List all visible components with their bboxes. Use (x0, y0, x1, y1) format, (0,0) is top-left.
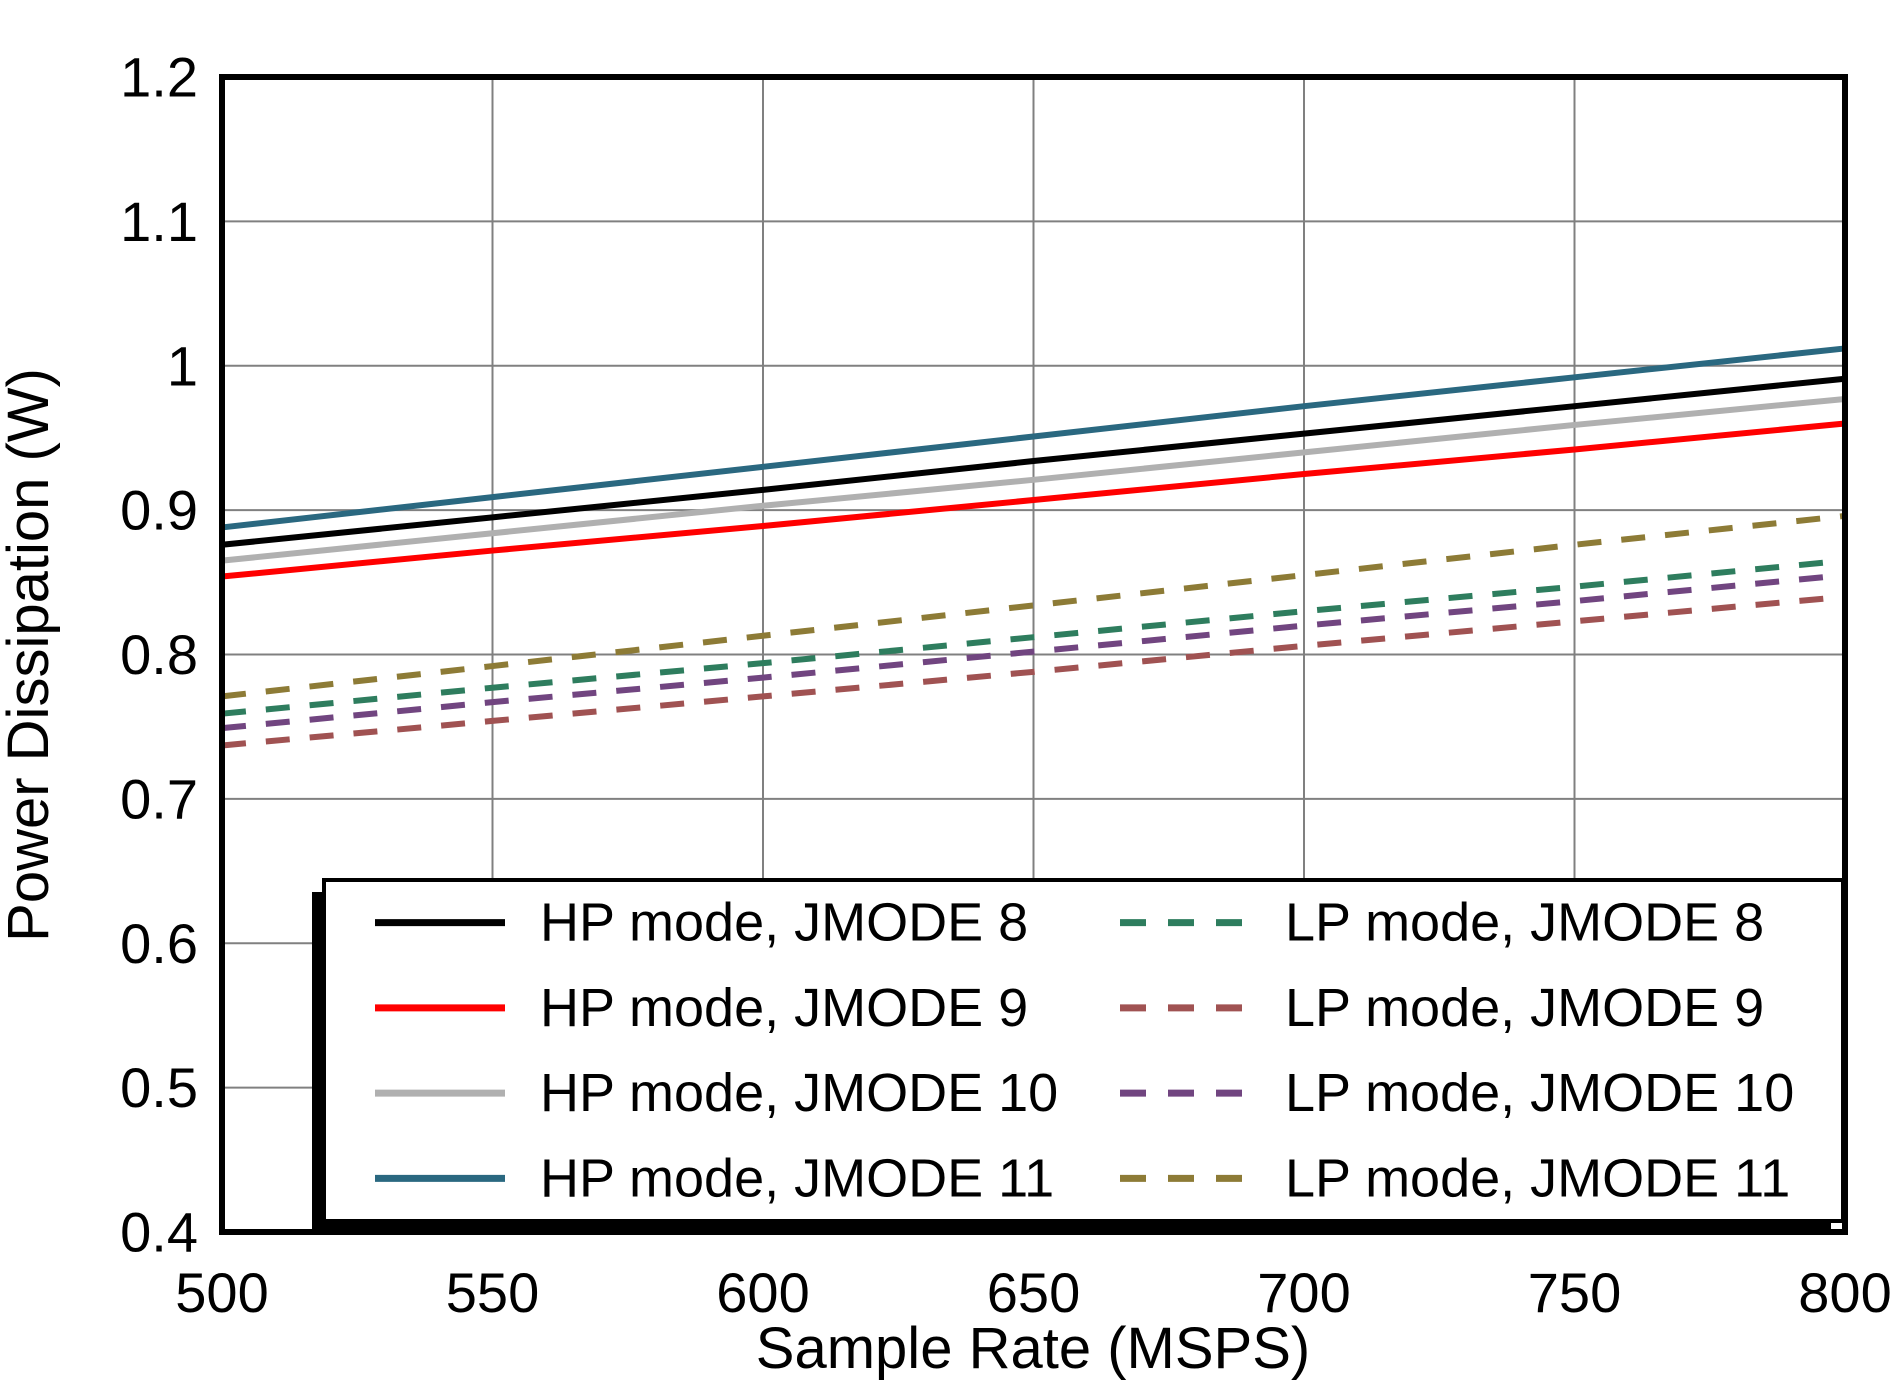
legend-label-lp-jmode-11: LP mode, JMODE 11 (1285, 1148, 1790, 1208)
series-line-hp-jmode-11 (221, 345, 1846, 531)
x-tick-label: 600 (716, 1261, 809, 1324)
x-tick-label: 800 (1798, 1261, 1891, 1324)
y-tick-label: 0.9 (120, 479, 198, 542)
series-line-lp-jmode-11 (221, 512, 1846, 700)
series-line-hp-jmode-10 (221, 395, 1846, 564)
legend-label-lp-jmode-9: LP mode, JMODE 9 (1285, 978, 1764, 1038)
y-tick-label: 0.8 (120, 623, 198, 686)
series-line-hp-jmode-8 (221, 375, 1846, 548)
y-tick-label: 1 (167, 334, 198, 397)
y-tick-label: 1.1 (120, 190, 198, 253)
x-tick-label: 750 (1528, 1261, 1621, 1324)
y-tick-label: 0.4 (120, 1201, 198, 1264)
legend: HP mode, JMODE 8 HP mode, JMODE 9 HP mode,… (312, 878, 1845, 1233)
y-tick-label: 0.7 (120, 767, 198, 830)
series-line-lp-jmode-10 (221, 572, 1846, 732)
y-tick-label: 0.6 (120, 912, 198, 975)
legend-label-hp-jmode-11: HP mode, JMODE 11 (540, 1148, 1054, 1208)
legend-label-lp-jmode-8: LP mode, JMODE 8 (1285, 893, 1764, 953)
series-lines (221, 345, 1846, 749)
legend-label-lp-jmode-10: LP mode, JMODE 10 (1285, 1063, 1794, 1123)
y-tick-label: 0.5 (120, 1056, 198, 1119)
x-tick-label: 650 (987, 1261, 1080, 1324)
series-line-lp-jmode-9 (221, 593, 1846, 749)
series-line-hp-jmode-9 (221, 420, 1846, 580)
y-axis-title: Power Dissipation (W) (0, 368, 61, 942)
y-tick-label: 1.2 (120, 46, 198, 109)
x-tick-label: 700 (1257, 1261, 1350, 1324)
x-tick-label: 550 (446, 1261, 539, 1324)
tick-labels: 500 550 600 650 700 750 800 0.4 0.5 0.6 0.7 0.8 0.9 1… (120, 46, 1892, 1325)
legend-label-hp-jmode-8: HP mode, JMODE 8 (540, 893, 1028, 953)
x-axis-title: Sample Rate (MSPS) (756, 1316, 1310, 1381)
legend-label-hp-jmode-10: HP mode, JMODE 10 (540, 1063, 1058, 1123)
series-line-lp-jmode-8 (221, 557, 1846, 717)
x-tick-label: 500 (175, 1261, 268, 1324)
legend-box (322, 878, 1845, 1223)
legend-label-hp-jmode-9: HP mode, JMODE 9 (540, 978, 1028, 1038)
